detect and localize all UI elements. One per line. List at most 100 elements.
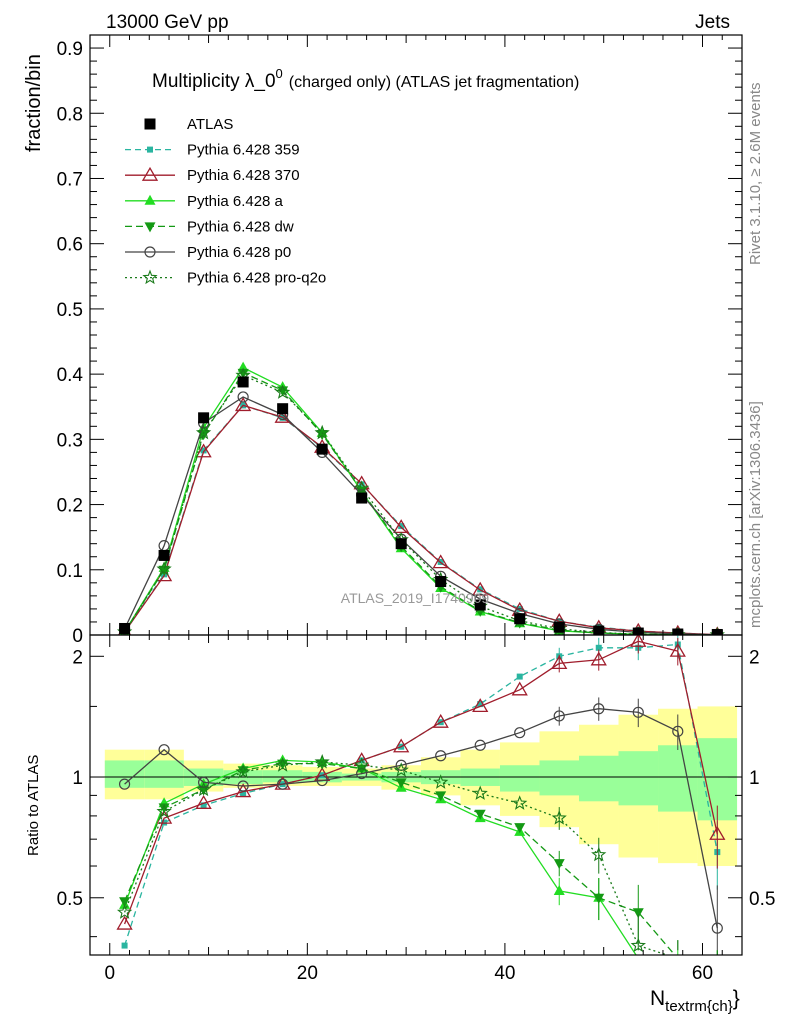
data-marker [632, 627, 644, 635]
star-marker [354, 757, 370, 772]
x-axis-label-tail: } [733, 987, 740, 1010]
circle-marker [118, 778, 131, 790]
triangle-down-marker [593, 893, 605, 904]
y-tick-label: 0.1 [57, 561, 83, 582]
square-marker [595, 644, 602, 651]
ratio-tick-label-left: 2 [72, 647, 83, 668]
data-marker [316, 443, 328, 455]
data-marker [158, 549, 170, 561]
x-tick-label: 20 [297, 963, 318, 984]
mcplots-label: mcplots.cern.ch [arXiv:1306.3436] [747, 401, 764, 628]
triangle-marker [144, 194, 156, 205]
svg-text:Multiplicity λ_00(charged only: Multiplicity λ_00 (charged only) (ATLAS j… [152, 66, 579, 92]
series-line [124, 374, 718, 635]
circle-marker [158, 744, 170, 756]
data-marker [553, 621, 565, 633]
circle-marker [593, 703, 605, 715]
legend: ATLAS Pythia 6.428 359 Pythia 6.428 370 Pyt… [125, 116, 326, 287]
star-marker [393, 762, 409, 777]
triangle-marker [630, 635, 647, 647]
ratio-tick-label-right: 0.5 [749, 889, 775, 910]
stat-band [144, 760, 184, 788]
triangle-down-marker [474, 809, 486, 820]
data-marker [198, 412, 210, 424]
triangle-down-marker [237, 766, 249, 777]
star-marker [630, 937, 646, 953]
circle-marker [632, 706, 644, 718]
square-marker [121, 942, 128, 949]
ratio-tick-label-left: 0.5 [57, 889, 83, 910]
x-tick-label: 60 [692, 963, 713, 984]
ratio-y-axis-label: Ratio to ATLAS [25, 755, 42, 856]
legend-entry-3: Pythia 6.428 dw [125, 218, 294, 235]
star-marker [591, 846, 607, 862]
header-process-label: Jets [695, 12, 730, 33]
circle-marker [711, 922, 723, 934]
square-marker [398, 523, 405, 530]
triangle-marker [195, 795, 212, 809]
triangle-marker [511, 681, 528, 696]
legend-entry-2: Pythia 6.428 a [125, 193, 284, 210]
legend-entry-4: Pythia 6.428 p0 [125, 244, 291, 261]
data-marker [474, 599, 486, 611]
y-tick-label: 0.9 [57, 39, 83, 60]
circle-marker [514, 727, 526, 739]
triangle-down-marker [632, 908, 644, 919]
star-marker [156, 803, 172, 819]
triangle-down-marker [119, 897, 131, 908]
atlas-data [119, 376, 723, 635]
stat-band [658, 745, 698, 812]
data-marker [119, 622, 131, 634]
square-marker [516, 673, 523, 680]
title-text: Multiplicity λ_0 [152, 71, 276, 92]
legend-entry-0: Pythia 6.428 359 [125, 142, 300, 159]
triangle-marker [553, 884, 565, 895]
star-marker [275, 384, 291, 399]
triangle-marker [432, 554, 449, 569]
circle-marker [144, 246, 156, 258]
x-tick-label: 40 [494, 963, 515, 984]
data-marker [514, 613, 526, 625]
triangle-down-marker [395, 778, 407, 789]
legend-entry-atlas: ATLAS [144, 116, 233, 133]
star-marker [195, 781, 212, 797]
y-tick-label: 0.3 [57, 430, 83, 451]
circle-marker [435, 750, 447, 762]
ratio-series-5 [116, 753, 718, 955]
star-marker [142, 269, 158, 285]
triangle-marker [141, 166, 159, 181]
triangle-down-marker [514, 823, 526, 834]
star-marker [195, 424, 212, 440]
legend-label: Pythia 6.428 dw [187, 218, 294, 235]
y-tick-label: 0.2 [57, 496, 83, 517]
star-marker [551, 810, 567, 825]
x-tick-label: 0 [104, 963, 115, 984]
rivet-version-label: Rivet 3.1.10, ≥ 2.6M events [747, 83, 764, 266]
circle-marker [672, 725, 684, 737]
star-marker [235, 763, 251, 779]
x-axis-label: Ntextrm{ch}} [650, 987, 740, 1015]
square-marker [477, 701, 484, 708]
star-marker [116, 904, 133, 919]
star-marker [472, 785, 488, 800]
stat-band [499, 765, 540, 792]
triangle-marker [709, 825, 726, 840]
data-marker [672, 628, 684, 635]
star-marker [512, 795, 528, 810]
data-marker [356, 492, 368, 504]
triangle-marker [116, 915, 133, 930]
y-tick-label: 0.7 [57, 169, 83, 190]
data-marker [395, 538, 407, 550]
stat-band [104, 760, 145, 788]
x-axis-label-main: N [650, 987, 665, 1010]
ratio-line [123, 761, 670, 955]
data-marker [277, 403, 289, 415]
circle-marker [198, 776, 210, 788]
triangle-down-marker [144, 222, 156, 233]
triangle-down-marker [158, 803, 170, 814]
y-axis-label: fraction/bin [23, 54, 45, 152]
triangle-marker [234, 783, 252, 798]
square-marker [200, 802, 207, 809]
square-marker [240, 790, 247, 797]
